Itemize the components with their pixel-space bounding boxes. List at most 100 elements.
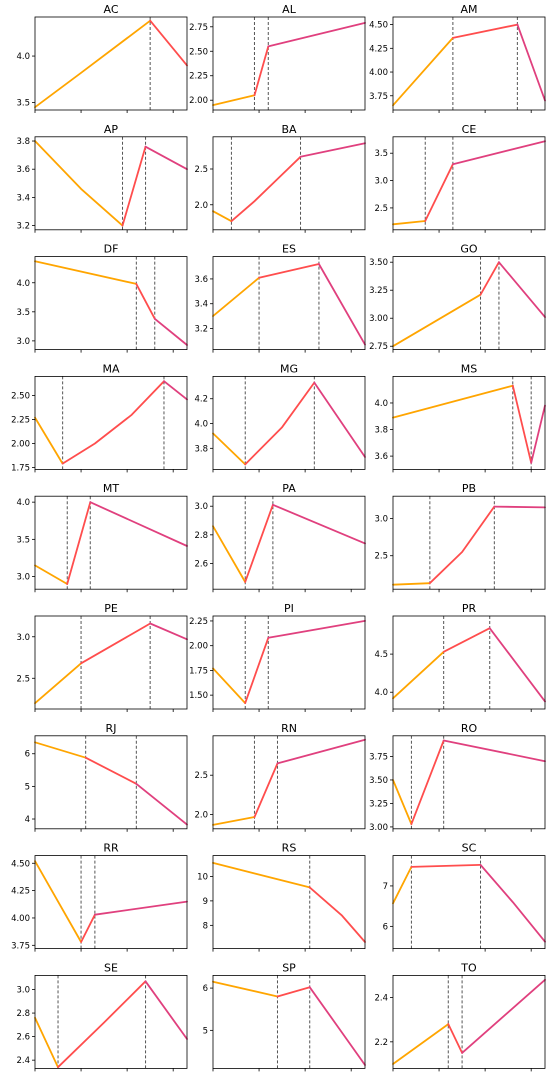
y-tick-label: 3.25 xyxy=(369,799,388,809)
series-segment-1 xyxy=(34,564,69,585)
y-tick-label: 8 xyxy=(203,921,208,931)
panel-title: MA xyxy=(102,362,119,375)
series-segment-2 xyxy=(57,980,147,1069)
panel-sp: SP561990200020102020 xyxy=(203,961,366,1072)
plot-frame xyxy=(34,855,188,949)
series-segment-1 xyxy=(212,525,247,583)
y-tick-label: 4.00 xyxy=(369,68,388,78)
series-segment-2 xyxy=(244,636,270,704)
y-tick-label: 5 xyxy=(25,782,30,792)
series-segment-2 xyxy=(61,380,165,465)
y-tick-label: 3.6 xyxy=(194,275,208,285)
panel-title: DF xyxy=(104,243,119,256)
panel-se: SE2.42.62.83.01990200020102020 xyxy=(16,961,188,1072)
series-segment-1 xyxy=(212,667,247,704)
y-tick-label: 2.4 xyxy=(16,1056,30,1066)
panel-title: MG xyxy=(280,362,298,375)
panel-title: MS xyxy=(461,362,477,375)
series-segment-2 xyxy=(80,622,152,665)
panel-es: ES 3.2 3.4 3.6 xyxy=(194,243,366,353)
panel-ce: CE 2.5 3.0 3.5 xyxy=(374,123,546,233)
plot-frame xyxy=(212,375,366,470)
panel-title: RS xyxy=(282,842,297,855)
plot-frame xyxy=(34,615,188,710)
y-tick-label: 3.6 xyxy=(374,452,388,462)
y-tick-label: 2.5 xyxy=(194,771,208,781)
series-segment-1 xyxy=(212,94,256,106)
plot-frame xyxy=(212,615,366,710)
plot-frame xyxy=(34,495,188,590)
y-tick-label: 6 xyxy=(25,750,30,760)
series-segment-3 xyxy=(317,263,366,346)
panel-title: PA xyxy=(282,482,296,495)
panel-pb: PB 2.5 3.0 xyxy=(374,482,546,593)
y-tick-label: 3.75 xyxy=(369,92,388,102)
y-tick-label: 2.8 xyxy=(16,1009,30,1019)
series-segment-3 xyxy=(94,900,188,916)
plot-frame xyxy=(212,855,366,949)
y-tick-label: 1.75 xyxy=(189,666,208,676)
y-tick-label: 3.50 xyxy=(369,776,388,786)
panel-title: AP xyxy=(104,123,119,136)
series-segment-3 xyxy=(442,739,546,763)
series-segment-3 xyxy=(497,261,546,319)
plot-frame xyxy=(34,975,188,1069)
series-segment-3 xyxy=(451,140,546,166)
panel-title: RN xyxy=(281,722,297,735)
y-tick-label: 3.0 xyxy=(194,502,208,512)
y-tick-label: 2.75 xyxy=(189,23,208,33)
series-segment-1 xyxy=(34,741,87,759)
series-segment-2 xyxy=(447,1023,464,1054)
y-tick-label: 2.25 xyxy=(189,72,208,82)
y-tick-label: 10 xyxy=(197,872,208,882)
y-tick-label: 2.50 xyxy=(189,47,208,57)
y-tick-label: 3.00 xyxy=(369,823,388,833)
series-segment-2 xyxy=(511,384,533,464)
panel-title: RR xyxy=(103,842,119,855)
series-segment-1 xyxy=(392,1023,450,1065)
series-segment-1 xyxy=(392,384,514,419)
panel-al: AL 2.00 2.25 2.50 2.75 xyxy=(189,3,366,113)
panel-title: SC xyxy=(462,842,477,855)
series-segment-1 xyxy=(392,779,413,825)
panel-to: TO2.22.41990200020102020 xyxy=(374,961,546,1072)
series-segment-1 xyxy=(34,19,152,109)
panel-title: AM xyxy=(460,3,477,16)
panel-title: PR xyxy=(462,602,477,615)
series-segment-3 xyxy=(267,21,366,48)
panel-sc: SC 6 7 xyxy=(383,842,546,952)
y-tick-label: 2.5 xyxy=(374,204,388,214)
series-segment-1 xyxy=(212,862,311,889)
y-tick-label: 2.2 xyxy=(374,1038,388,1048)
plot-frame xyxy=(34,735,188,830)
panel-go: GO 2.75 3.00 3.25 3.50 xyxy=(369,243,546,353)
series-segment-3 xyxy=(89,501,188,547)
y-tick-label: 4.25 xyxy=(11,887,30,897)
plot-frame xyxy=(392,136,546,231)
y-tick-label: 3.75 xyxy=(11,941,30,951)
y-tick-label: 3.6 xyxy=(16,165,30,175)
y-tick-label: 3.5 xyxy=(16,535,30,545)
series-segment-1 xyxy=(34,860,82,943)
series-segment-2 xyxy=(66,501,92,585)
y-tick-label: 4.50 xyxy=(369,21,388,31)
y-tick-label: 2.8 xyxy=(194,531,208,541)
y-tick-label: 4.0 xyxy=(194,420,208,430)
y-tick-label: 4.0 xyxy=(374,688,388,698)
series-segment-1 xyxy=(392,866,413,905)
panel-ac: AC 3.5 4.0 xyxy=(16,3,188,113)
y-tick-label: 2.0 xyxy=(194,201,208,211)
y-tick-label: 3.25 xyxy=(369,286,388,296)
y-tick-label: 2.00 xyxy=(11,440,30,450)
y-tick-label: 3.5 xyxy=(16,99,30,109)
y-tick-label: 3.2 xyxy=(16,222,30,232)
y-tick-label: 2.25 xyxy=(189,617,208,627)
plot-frame xyxy=(34,375,188,470)
y-tick-label: 2.00 xyxy=(189,96,208,106)
y-tick-label: 3.0 xyxy=(16,633,30,643)
plot-frame xyxy=(392,615,546,710)
y-tick-label: 3.5 xyxy=(16,308,30,318)
panel-ba: BA 2.0 2.5 xyxy=(194,123,366,233)
plot-frame xyxy=(392,375,546,470)
series-segment-2 xyxy=(149,19,188,67)
